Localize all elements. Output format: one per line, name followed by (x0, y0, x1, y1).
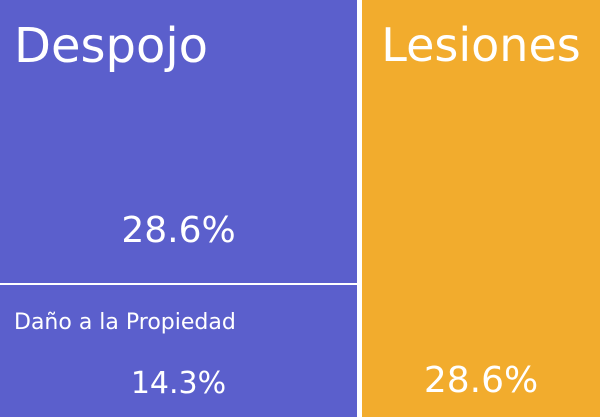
tile-label-despojo: Despojo (14, 18, 209, 74)
tile-label-lesiones: Lesiones (381, 18, 581, 72)
tile-value-despojo: 28.6% (121, 210, 236, 251)
tile-dano-a-la-propiedad[interactable]: Daño a la Propiedad 14.3% (0, 285, 357, 417)
tile-label-dano-a-la-propiedad: Daño a la Propiedad (14, 310, 236, 335)
tile-value-dano-a-la-propiedad: 14.3% (130, 366, 227, 401)
tile-value-lesiones: 28.6% (423, 360, 539, 401)
tile-despojo[interactable]: Despojo 28.6% (0, 0, 357, 283)
tile-lesiones[interactable]: Lesiones 28.6% (362, 0, 600, 417)
